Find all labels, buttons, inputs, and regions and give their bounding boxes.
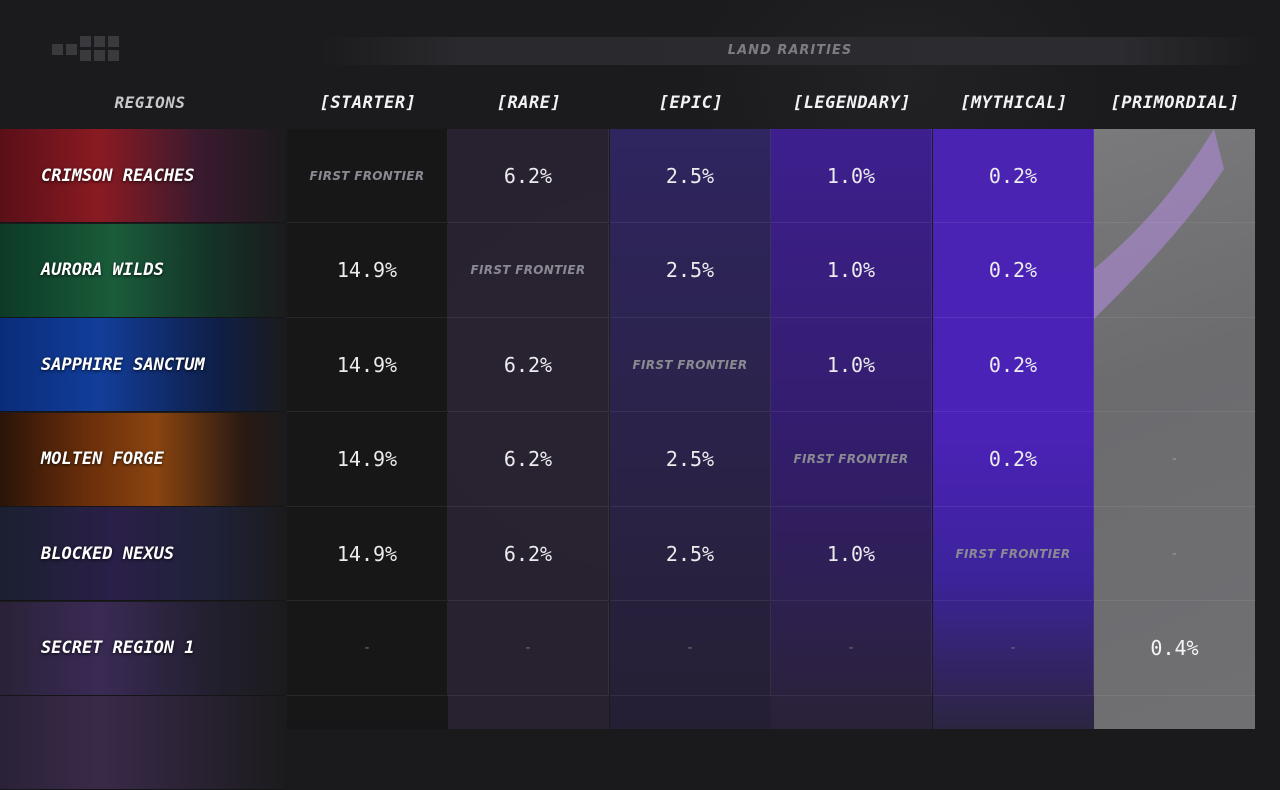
cell-value: 1.0% (826, 352, 876, 377)
cell-primordial (1094, 318, 1255, 412)
rare-column-bg (448, 129, 609, 729)
cell-value: - (523, 640, 533, 656)
cell-value: 2.5% (665, 541, 715, 566)
cell-legendary: 1.0% (771, 318, 932, 412)
cell-mythical: 0.2% (933, 318, 1094, 412)
cell-primordial: - (1094, 507, 1255, 601)
cell-mythical: FIRST FRONTIER (933, 507, 1094, 601)
cell-value: 0.2% (988, 163, 1038, 188)
region-row-secret-region-1: SECRET REGION 1 (0, 601, 285, 696)
cell-primordial: - (1094, 413, 1255, 507)
column-header-starter: [STARTER] (319, 93, 417, 113)
cell-value: 6.2% (503, 163, 553, 188)
region-name: AURORA WILDS (41, 260, 164, 280)
primordial-glow (1094, 129, 1255, 329)
cell-value: - (846, 640, 856, 656)
cell-value: - (362, 640, 372, 656)
region-row-molten-forge: MOLTEN FORGE (0, 412, 285, 507)
region-row-partial (0, 696, 285, 790)
mythical-column-bg (933, 129, 1094, 729)
cell-epic: 2.5% (610, 223, 771, 318)
cell-value: - (1170, 451, 1179, 467)
cell-value: 0.2% (988, 447, 1038, 471)
cell-value: 0.2% (988, 258, 1038, 282)
cell-value: 1.0% (826, 541, 876, 566)
cell-value: 2.5% (665, 258, 715, 282)
cell-value: 14.9% (336, 447, 398, 471)
cell-rare: 6.2% (448, 318, 609, 412)
cell-value: FIRST FRONTIER (632, 357, 748, 372)
cell-rare: - (448, 601, 609, 696)
cell-value: - (1170, 545, 1179, 562)
cell-legendary: FIRST FRONTIER (771, 412, 932, 507)
cell-legendary: 1.0% (771, 507, 932, 601)
region-row-aurora-wilds: AURORA WILDS (0, 223, 285, 318)
cell-value: 2.5% (665, 163, 715, 188)
cell-value: 0.4% (1150, 636, 1199, 660)
cell-value: 14.9% (336, 541, 398, 566)
cell-epic: 2.5% (610, 507, 771, 601)
cell-value: FIRST FRONTIER (470, 263, 586, 277)
region-name: SECRET REGION 1 (41, 638, 195, 658)
region-row-sapphire-sanctum: SAPPHIRE SANCTUM (0, 318, 285, 412)
cell-value: 14.9% (336, 352, 398, 377)
land-rarities-title: LAND RARITIES (727, 43, 853, 58)
cell-epic: - (610, 601, 771, 696)
cell-starter: FIRST FRONTIER (287, 129, 448, 223)
region-name: MOLTEN FORGE (41, 449, 164, 469)
cell-starter: 14.9% (287, 318, 448, 412)
cell-value: 1.0% (826, 258, 876, 282)
cell-epic: 2.5% (610, 129, 771, 223)
cell-value: FIRST FRONTIER (793, 452, 909, 466)
cell-value: 6.2% (503, 447, 553, 471)
cell-mythical: 0.2% (933, 412, 1094, 507)
cell-value: 2.5% (665, 447, 715, 471)
region-name: SAPPHIRE SANCTUM (41, 354, 205, 375)
cell-value: 14.9% (336, 258, 398, 282)
cell-legendary: - (771, 601, 932, 696)
cell-mythical: 0.2% (933, 223, 1094, 318)
cell-starter: - (287, 601, 448, 696)
cell-starter: 14.9% (287, 412, 448, 507)
cell-primordial (1094, 129, 1255, 223)
cell-starter: 14.9% (287, 507, 448, 601)
cell-mythical: - (933, 601, 1094, 696)
cell-starter: 14.9% (287, 223, 448, 318)
region-name: BLOCKED NEXUS (41, 543, 175, 564)
cell-epic: 2.5% (610, 412, 771, 507)
column-header-epic: [EPIC] (658, 93, 724, 113)
region-row-crimson-reaches: CRIMSON REACHES (0, 129, 285, 223)
cell-value: 0.2% (988, 352, 1038, 377)
cell-value: - (685, 640, 695, 656)
regions-header: REGIONS (114, 93, 186, 112)
cell-rare: FIRST FRONTIER (448, 223, 609, 318)
cell-value: 6.2% (503, 541, 553, 566)
cell-mythical: 0.2% (933, 129, 1094, 223)
region-name: CRIMSON REACHES (41, 165, 195, 186)
cell-rare: 6.2% (448, 412, 609, 507)
starter-column-bg (287, 129, 448, 729)
cell-value: 6.2% (503, 352, 553, 377)
cell-primordial (1094, 224, 1255, 318)
legendary-column-bg (771, 129, 932, 729)
column-header-rare: [RARE] (496, 93, 562, 113)
cell-legendary: 1.0% (771, 223, 932, 318)
cell-value: FIRST FRONTIER (309, 168, 425, 183)
game-logo-icon (52, 36, 132, 64)
column-header-primordial: [PRIMORDIAL] (1110, 93, 1240, 113)
epic-column-bg (610, 129, 771, 729)
cell-rare: 6.2% (448, 129, 609, 223)
column-header-legendary: [LEGENDARY] (792, 93, 912, 113)
cell-value: - (1008, 640, 1018, 656)
cell-value: FIRST FRONTIER (955, 546, 1071, 561)
cell-legendary: 1.0% (771, 129, 932, 223)
cell-epic: FIRST FRONTIER (610, 318, 771, 412)
cell-value: 1.0% (826, 163, 876, 188)
cell-rare: 6.2% (448, 507, 609, 601)
region-row-blocked-nexus: BLOCKED NEXUS (0, 507, 285, 601)
cell-primordial: 0.4% (1094, 602, 1255, 696)
column-header-mythical: [MYTHICAL] (960, 93, 1068, 113)
land-rarities-bar: LAND RARITIES (320, 37, 1260, 65)
